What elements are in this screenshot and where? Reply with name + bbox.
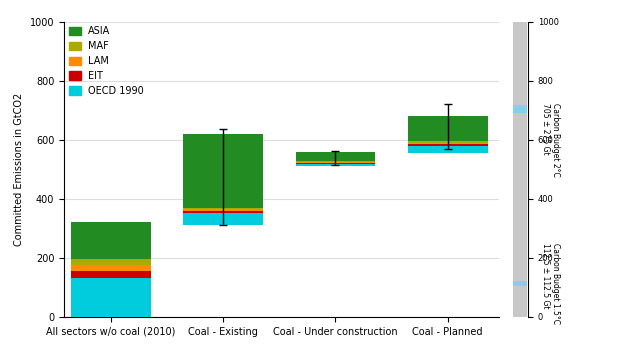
Y-axis label: Committed Emissions in GtCO2: Committed Emissions in GtCO2 (14, 93, 24, 246)
Bar (71, 271, 150, 278)
Bar (71, 259, 150, 265)
Bar (408, 144, 488, 145)
Bar (183, 210, 263, 211)
Bar (296, 162, 375, 163)
Bar (71, 278, 150, 317)
Bar (183, 134, 263, 208)
Bar (296, 164, 375, 166)
Bar (296, 161, 375, 162)
Bar (513, 281, 527, 287)
Bar (513, 251, 527, 317)
Bar (513, 105, 527, 113)
Bar (408, 143, 488, 144)
Bar (408, 145, 488, 153)
Text: Carbon Budget 1.5°C
112.5 ± 112.5 Gt: Carbon Budget 1.5°C 112.5 ± 112.5 Gt (541, 243, 560, 324)
Bar (71, 222, 150, 259)
Bar (183, 208, 263, 210)
Bar (408, 116, 488, 141)
Text: Carbon Budget 2°C
705 ± 275 Gt: Carbon Budget 2°C 705 ± 275 Gt (541, 103, 560, 176)
Legend: ASIA, MAF, LAM, EIT, OECD 1990: ASIA, MAF, LAM, EIT, OECD 1990 (69, 27, 144, 96)
Bar (296, 152, 375, 161)
Bar (183, 213, 263, 225)
Bar (296, 163, 375, 164)
Bar (408, 141, 488, 143)
Bar (183, 211, 263, 213)
Bar (513, 22, 527, 258)
Bar (71, 265, 150, 271)
